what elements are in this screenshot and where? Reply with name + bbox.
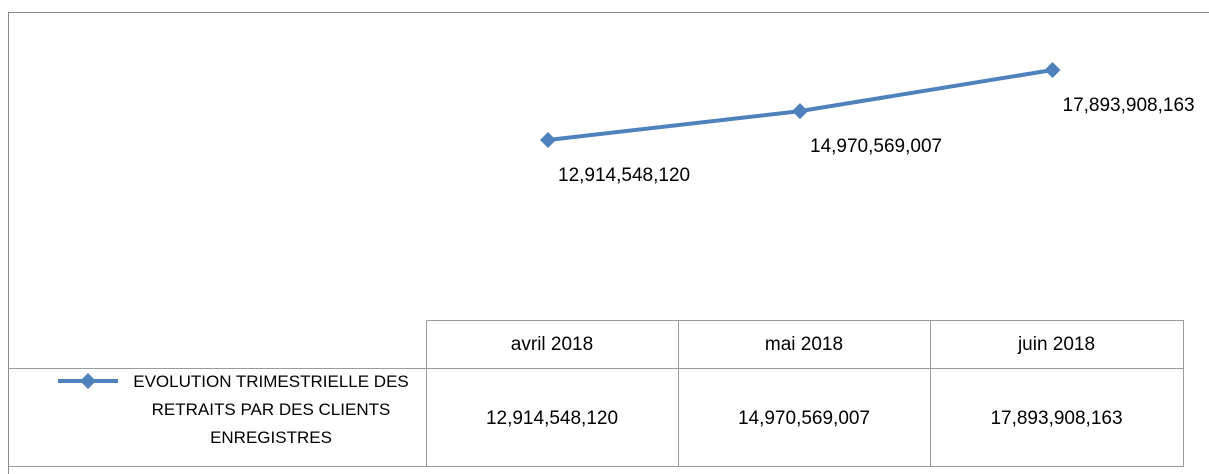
legend-label: EVOLUTION TRIMESTRIELLE DES RETRAITS PAR… (133, 372, 409, 447)
table-value: 12,914,548,120 (486, 408, 618, 429)
data-label: 12,914,548,120 (558, 165, 690, 186)
legend-label-box: EVOLUTION TRIMESTRIELLE DES RETRAITS PAR… (133, 372, 409, 447)
point-marker (540, 132, 556, 148)
point-marker (792, 103, 808, 120)
category-label: mai 2018 (765, 334, 843, 355)
data-label: 17,893,908,163 (1063, 95, 1195, 116)
data-table-grid (8, 320, 1184, 467)
table-value: 17,893,908,163 (990, 408, 1122, 429)
data-label: 14,970,569,007 (810, 136, 942, 157)
table-value: 14,970,569,007 (738, 408, 870, 429)
point-marker (1044, 62, 1061, 78)
legend-marker (80, 373, 96, 389)
category-label: avril 2018 (511, 334, 593, 355)
chart-border (8, 12, 1209, 474)
category-label: juin 2018 (1017, 334, 1095, 355)
